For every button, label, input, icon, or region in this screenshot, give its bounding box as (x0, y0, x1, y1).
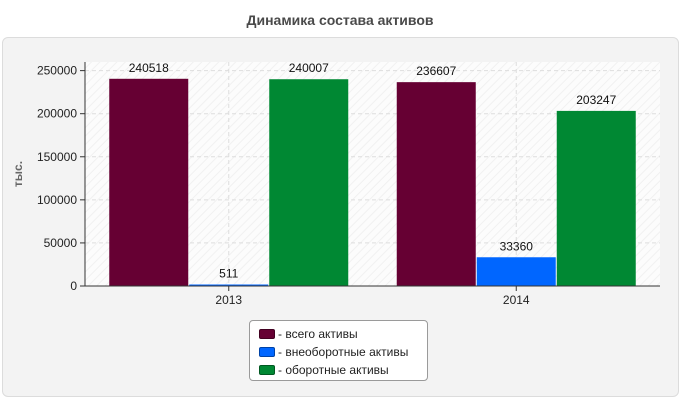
bar-value-label: 240007 (289, 61, 329, 75)
legend-label: - оборотные активы (278, 363, 389, 377)
bar[interactable] (109, 78, 189, 287)
legend-swatch (259, 347, 275, 357)
legend-item-current-assets[interactable]: - оборотные активы (259, 361, 427, 379)
y-tick-label: 0 (70, 279, 77, 293)
bar[interactable] (269, 79, 349, 287)
bar[interactable] (396, 82, 476, 287)
legend: - всего активы - внеоборотные активы - о… (249, 320, 428, 381)
chart-title: Динамика состава активов (246, 12, 434, 28)
bar[interactable] (556, 110, 636, 286)
y-axis-label: тыс. (11, 161, 25, 187)
bar[interactable] (476, 257, 556, 286)
bars (109, 78, 636, 287)
legend-label: - всего активы (278, 327, 358, 341)
bar-value-label: 33360 (500, 239, 534, 253)
legend-item-noncurrent-assets[interactable]: - внеоборотные активы (259, 343, 427, 361)
bar[interactable] (189, 284, 269, 287)
bar-value-label: 240518 (129, 61, 169, 75)
legend-swatch (259, 329, 275, 339)
legend-swatch (259, 365, 275, 375)
bar-value-label: 236607 (416, 64, 456, 78)
x-tick-label: 2013 (215, 293, 242, 307)
bar-value-label: 511 (219, 267, 238, 281)
y-tick-label: 150000 (37, 150, 77, 164)
y-tick-label: 250000 (37, 64, 77, 78)
y-tick-label: 100000 (37, 193, 77, 207)
legend-item-total-assets[interactable]: - всего активы (259, 325, 427, 343)
y-tick-label: 200000 (37, 107, 77, 121)
axes (80, 62, 660, 291)
bar-value-label: 203247 (576, 93, 616, 107)
y-tick-label: 50000 (44, 236, 78, 250)
labels: 0 50000 100000 150000 200000 250000 2013 240518… (37, 61, 617, 307)
legend-label: - внеоборотные активы (278, 345, 409, 359)
x-tick-label: 2014 (503, 293, 530, 307)
